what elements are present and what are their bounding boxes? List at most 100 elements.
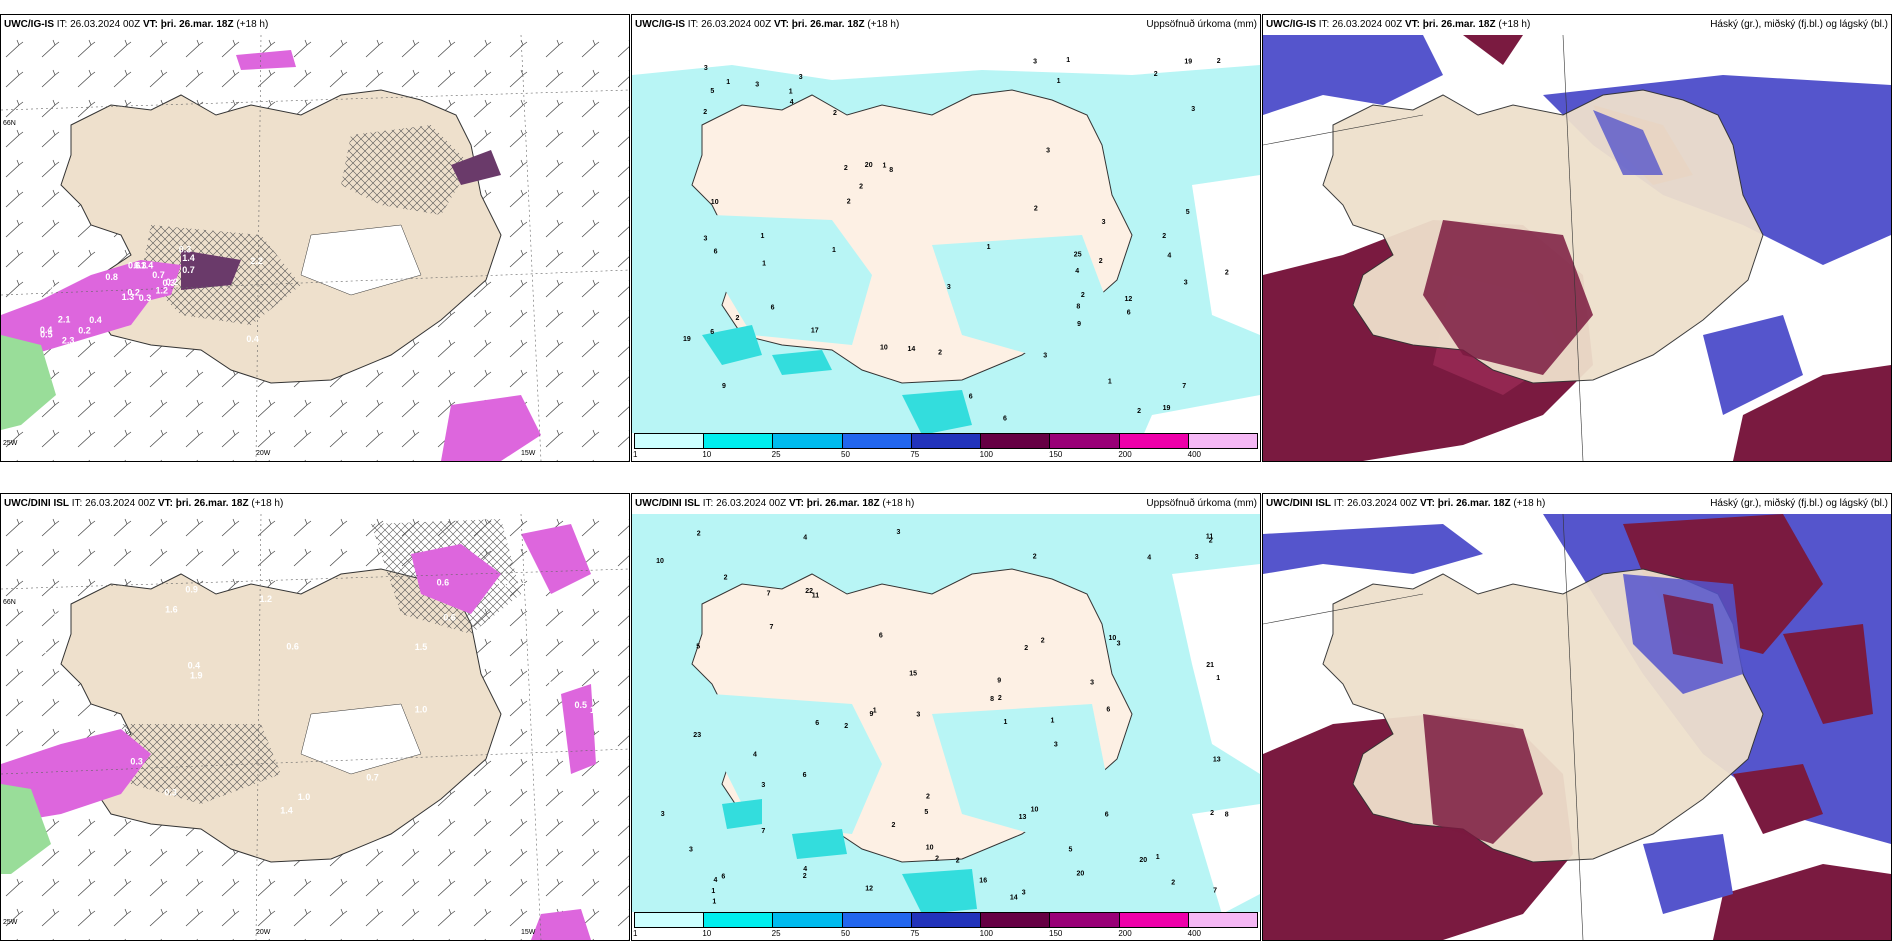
lat-label: 66N [3,120,16,127]
value-label: 6 [969,393,973,400]
value-label: 22 [805,588,813,595]
init-time: IT: 26.03.2024 00Z [702,498,787,509]
valid-time: þri. 26.mar. 18Z [806,498,880,509]
value-label: 6 [815,720,819,727]
value-label: 0.6 [443,612,456,622]
value-label: 3 [1117,641,1121,648]
value-label: 21 [1206,662,1214,669]
map-snow-ig: 0.3 0.3 0.2 0.4 0.3 0.4 0.3 1.4 1.4 1.2 0.6 0.4 1.8 2… [1,35,629,461]
map-clouds-ig [1263,35,1891,461]
value-label: 0.4 [188,661,201,671]
value-label: 1.8 [50,281,63,291]
value-label: 1.2 [521,576,534,586]
panel-title: Háský (gr.), miðský (fj.bl.) og lágský (… [1710,19,1888,30]
value-label: 0.3 [134,261,147,271]
value-label: 1 [883,162,887,169]
value-label: 3 [704,236,708,243]
value-label: 1 [987,244,991,251]
colorbar-swatch [1050,913,1120,927]
value-label: 3 [1043,353,1047,360]
value-label: 1.4 [280,805,293,815]
panel-header: UWC/DINI ISL IT: 26.03.2024 00Z VT: þri.… [632,494,1260,514]
panel-header: UWC/IG-IS IT: 26.03.2024 00Z VT: þri. 26… [1263,15,1891,35]
value-label: 1.3 [122,292,135,302]
value-label: 3 [1184,279,1188,286]
panel-dini-precip: UWC/DINI ISL IT: 26.03.2024 00Z VT: þri.… [631,493,1261,941]
colorbar-label: 25 [771,929,781,938]
value-label: 0.8 [105,272,118,282]
panel-dini-snow: UWC/DINI ISL IT: 26.03.2024 00Z VT: þri.… [0,493,630,941]
value-label: 2 [938,349,942,356]
value-label: 5 [696,644,700,651]
value-label: 2 [847,198,851,205]
value-label: 2 [859,184,863,191]
value-label: 0.3 [139,293,152,303]
panel-dini-clouds: UWC/DINI ISL IT: 26.03.2024 00Z VT: þri.… [1262,493,1892,941]
colorbar-label: 400 [1187,929,1202,938]
colorbar-label: 75 [910,450,920,459]
colorbar-label: 200 [1118,450,1132,459]
value-label: 8 [1225,811,1229,818]
value-label: 0.9 [185,585,198,595]
model-name: UWC/DINI ISL [1266,498,1331,509]
map-precip-dini: 12 14 4 5 4 2 6 2 3 6 4 2 1 5 2 8 5 2 2 10 13 2 9 4 3 4 3 3 2 3 3 3 2 3 7 1… [632,514,1260,940]
value-label: 2 [1162,233,1166,240]
value-label: 17 [811,328,819,335]
value-label: 2 [1210,810,1214,817]
panel-header: UWC/IG-IS IT: 26.03.2024 00Z VT: þri. 26… [632,15,1260,35]
value-label: 7 [770,624,774,631]
value-label: 14 [1010,894,1018,901]
value-label: 0.7 [366,773,379,783]
value-label: 2 [1217,58,1221,65]
value-label: 0.6 [286,642,299,652]
colorbar-swatch [704,434,774,448]
valid-time-label: VT: [142,19,158,30]
value-label: 3 [1033,59,1037,66]
colorbar-labels: 1 10 25 50 75 100 150 200 400 [633,929,1258,940]
value-label: 1 [1004,719,1008,726]
colorbar-label: 150 [1049,929,1063,938]
panel-ig-precip: UWC/IG-IS IT: 26.03.2024 00Z VT: þri. 26… [631,14,1261,462]
value-label: 19 [1163,405,1171,412]
panel-title: Uppsöfnuð úrkoma (mm) [1146,19,1257,30]
map-snow-dini: 1.7 1.6 1.5 1.0 1.3 1.4 1.0 1.9 1.2 1.0 0.5 0.9 0.6 0… [1,514,629,940]
init-time: IT: 26.03.2024 00Z [56,19,141,30]
value-label: 3 [1090,679,1094,686]
colorbar-swatch [1119,913,1189,927]
value-label: 2 [1041,638,1045,645]
value-label: 6 [1106,706,1110,713]
colorbar-swatch [842,434,912,448]
value-label: 2 [892,822,896,829]
value-label: 16 [979,877,987,884]
value-label: 0.4 [246,334,259,344]
value-label: 2 [1081,292,1085,299]
valid-time: þri. 26.mar. 18Z [1437,498,1511,509]
value-label: 0.6 [63,242,76,252]
colorbar-label: 50 [841,929,850,938]
value-label: 0.3 [164,787,177,797]
value-label: 6 [1127,309,1131,316]
value-label: 2 [1034,205,1038,212]
value-label: 13 [1019,814,1027,821]
colorbar-swatch [773,434,843,448]
panel-ig-snow: UWC/IG-IS IT: 26.03.2024 00Z VT: þri. 26… [0,14,630,462]
value-label: 6 [1003,416,1007,423]
colorbar-label: 10 [702,929,712,938]
value-label: 0.6 [437,578,450,588]
value-label: 12 [1125,296,1133,303]
value-label: 0.2 [78,325,91,335]
value-label: 8 [889,167,893,174]
value-label: 4 [803,866,807,873]
value-label: 1 [761,233,765,240]
value-label: 2 [844,723,848,730]
value-label: 3 [689,847,693,854]
init-time: IT: 26.03.2024 00Z [1333,498,1418,509]
map-svg [1263,514,1891,940]
value-label: 25 [1074,252,1082,259]
value-label: 1.2 [260,594,273,604]
colorbar-swatches [634,912,1258,928]
init-time: IT: 26.03.2024 00Z [71,498,156,509]
value-label: 8 [990,696,994,703]
value-label: 6 [879,632,883,639]
value-label: 1.4 [479,775,492,785]
